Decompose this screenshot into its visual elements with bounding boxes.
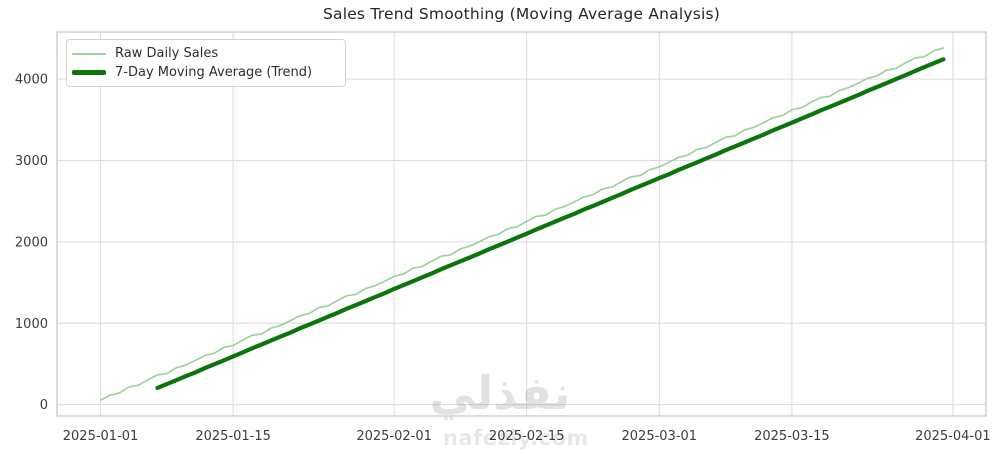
raw-daily-sales-line xyxy=(99,47,945,401)
y-tick-label: 1000 xyxy=(15,317,48,332)
x-tick-label: 2025-01-15 xyxy=(195,429,271,444)
x-tick-label: 2025-01-01 xyxy=(63,429,139,444)
chart-legend: Raw Daily Sales 7-Day Moving Average (Tr… xyxy=(66,39,346,87)
x-tick-label: 2025-04-01 xyxy=(915,429,991,444)
y-tick-label: 2000 xyxy=(15,235,48,250)
legend-label-raw-daily-sales: Raw Daily Sales xyxy=(115,46,219,61)
moving-average-line xyxy=(155,57,946,390)
x-tick-label: 2025-03-15 xyxy=(754,429,830,444)
x-tick-label: 2025-02-01 xyxy=(356,429,432,444)
plot-border xyxy=(56,31,987,417)
raw-line-swatch-icon xyxy=(72,52,106,55)
x-tick-label: 2025-02-15 xyxy=(489,429,565,444)
x-tick-label: 2025-03-01 xyxy=(622,429,698,444)
legend-label-moving-average: 7-Day Moving Average (Trend) xyxy=(115,65,313,80)
chart-title: Sales Trend Smoothing (Moving Average An… xyxy=(322,5,721,23)
legend-item-raw-daily-sales: Raw Daily Sales xyxy=(67,44,345,63)
y-tick-label: 0 xyxy=(40,398,48,413)
y-tick-label: 4000 xyxy=(15,73,48,88)
ma-line-swatch-icon xyxy=(72,70,106,75)
y-tick-label: 3000 xyxy=(15,154,48,169)
legend-item-moving-average: 7-Day Moving Average (Trend) xyxy=(67,63,345,82)
